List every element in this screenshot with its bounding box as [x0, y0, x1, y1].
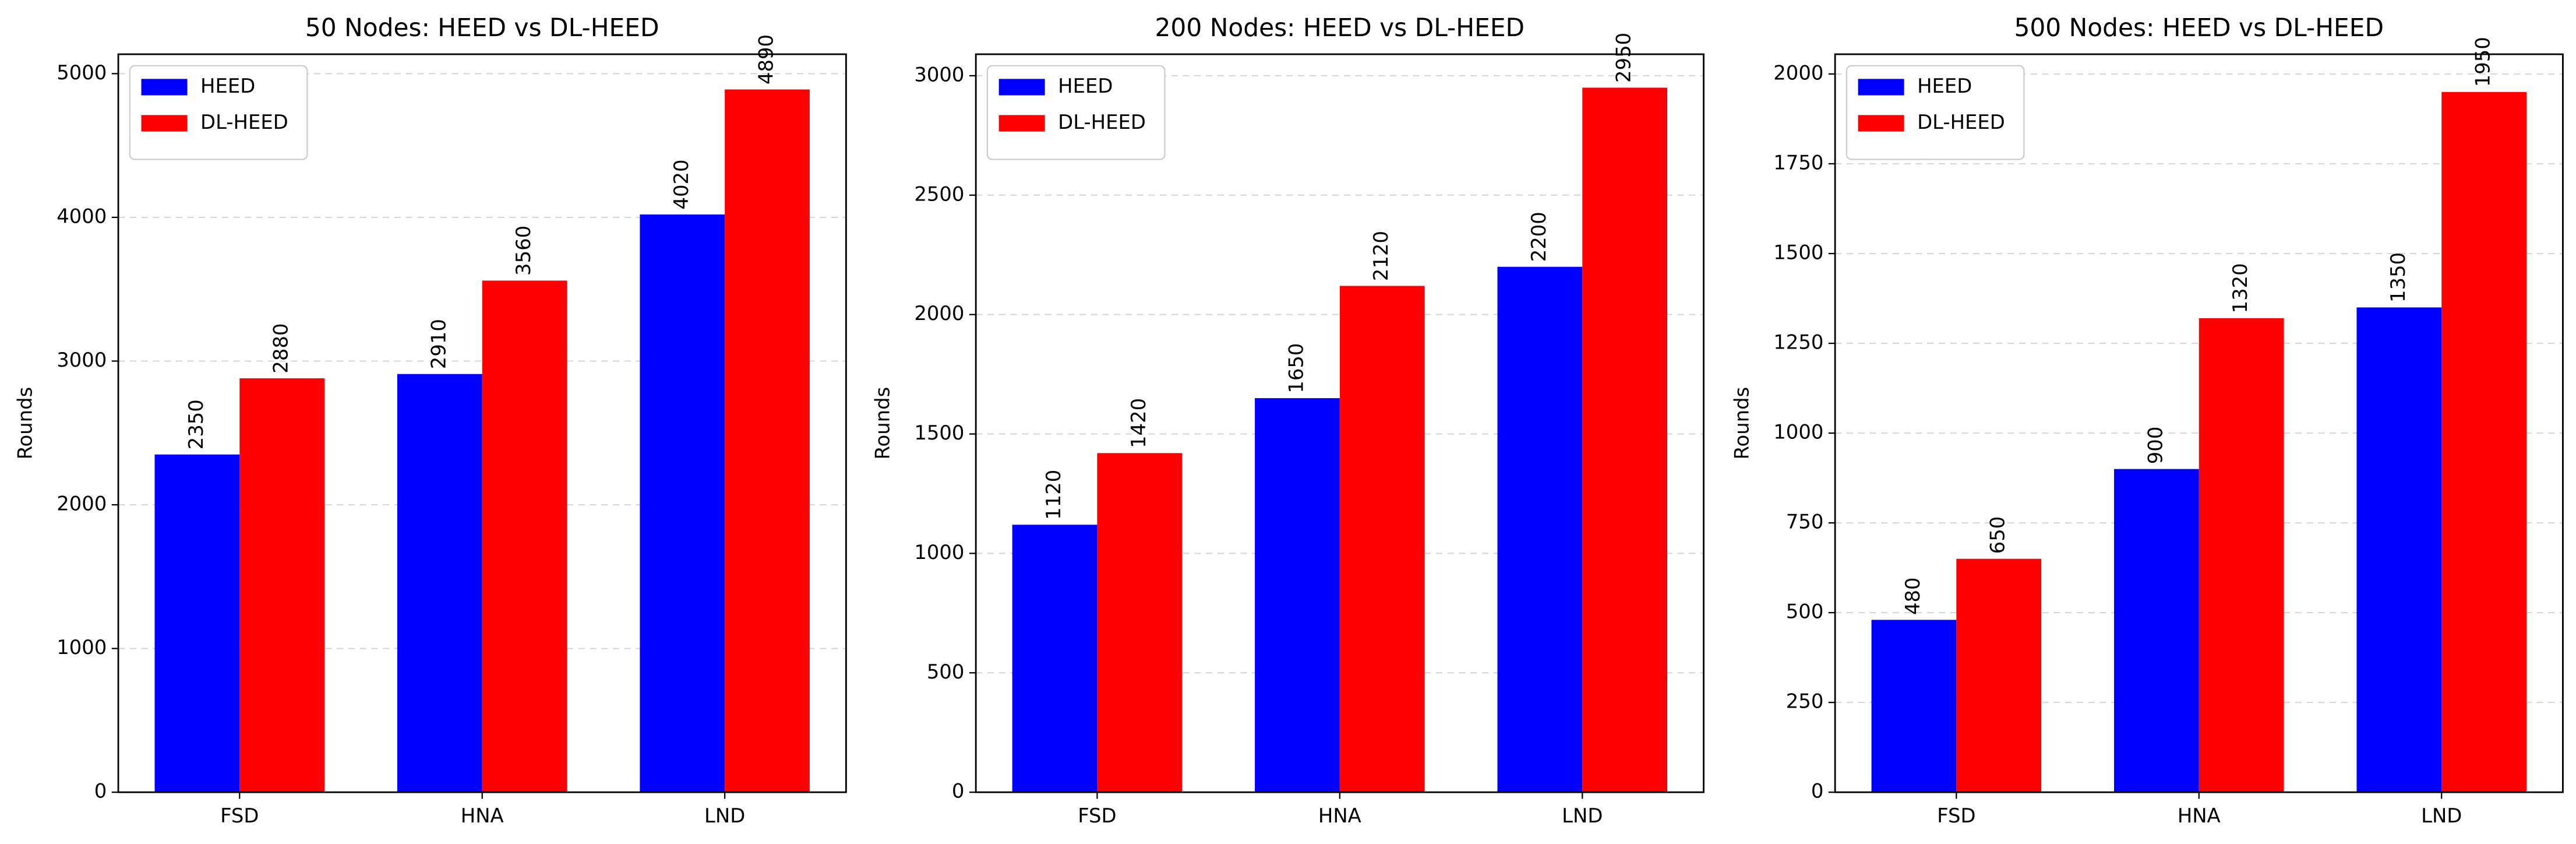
y-tick-label: 1500 [1773, 241, 1823, 264]
y-tick-label: 750 [1786, 511, 1824, 533]
legend-swatch [141, 79, 188, 96]
bar [1339, 286, 1425, 793]
value-label: 1350 [2387, 252, 2409, 303]
x-tick-label: LND [2421, 804, 2462, 827]
y-tick-label: 1000 [57, 636, 107, 659]
y-tick-label: 2000 [57, 493, 107, 515]
chart-title: 500 Nodes: HEED vs DL-HEED [2014, 13, 2384, 42]
y-tick-label: 0 [1811, 780, 1824, 803]
value-label: 480 [1901, 577, 1924, 615]
y-tick-label: 3000 [57, 349, 107, 371]
legend-swatch [998, 115, 1045, 132]
x-tick-label: LND [704, 804, 745, 827]
y-tick-label: 1500 [914, 421, 964, 444]
legend-swatch [1858, 79, 1904, 96]
value-label: 1650 [1285, 343, 1307, 393]
value-label: 900 [2144, 427, 2166, 465]
x-tick-label: FSD [1937, 804, 1975, 827]
legend-swatch [141, 115, 188, 132]
value-label: 4890 [755, 34, 778, 85]
y-tick-label: 0 [952, 780, 965, 803]
y-tick-label: 2000 [1773, 61, 1823, 84]
bar [725, 89, 810, 793]
x-tick-label: HNA [461, 804, 504, 827]
bar [154, 454, 240, 793]
x-tick-label: HNA [2178, 804, 2221, 827]
legend-label: DL-HEED [1058, 111, 1146, 133]
chart-title: 200 Nodes: HEED vs DL-HEED [1155, 13, 1525, 42]
plot-frame [1834, 53, 2564, 793]
value-label: 1420 [1127, 398, 1150, 448]
bar [1497, 266, 1583, 793]
x-tick-label: LND [1562, 804, 1603, 827]
legend-label: DL-HEED [200, 111, 288, 133]
legend-swatch [1858, 115, 1904, 132]
y-tick-label: 1250 [1773, 331, 1823, 354]
value-label: 2120 [1370, 231, 1392, 281]
bar [2441, 92, 2526, 793]
value-label: 2200 [1527, 212, 1550, 262]
y-tick-label: 3000 [914, 63, 964, 86]
bar [397, 374, 482, 793]
x-tick-label: HNA [1318, 804, 1361, 827]
y-tick-label: 2000 [914, 302, 964, 325]
y-tick-label: 0 [94, 780, 107, 803]
value-label: 650 [1986, 516, 2009, 554]
value-label: 2350 [185, 399, 207, 449]
value-label: 2880 [270, 323, 292, 374]
y-tick-label: 1750 [1773, 151, 1823, 174]
value-label: 3560 [512, 226, 535, 276]
x-tick-label: FSD [1078, 804, 1116, 827]
bar [2199, 318, 2284, 793]
bar [1956, 558, 2042, 793]
x-tick-label: FSD [220, 804, 259, 827]
legend-label: HEED [1917, 75, 1972, 97]
bar [1012, 525, 1098, 793]
y-axis-label: Rounds [14, 387, 37, 460]
y-tick-label: 500 [1786, 600, 1824, 623]
y-axis-label: Rounds [871, 387, 894, 460]
bar [640, 214, 725, 793]
bar [2356, 307, 2442, 793]
y-tick-label: 2500 [914, 182, 964, 205]
bar [1255, 398, 1340, 793]
y-tick-label: 250 [1786, 690, 1824, 713]
value-label: 4020 [670, 159, 693, 209]
bar [1582, 87, 1668, 793]
plot-frame [117, 53, 847, 793]
plot-frame [975, 53, 1705, 793]
y-tick-label: 1000 [914, 541, 964, 564]
value-label: 2950 [1612, 33, 1635, 83]
legend-swatch [998, 79, 1045, 96]
value-label: 1320 [2229, 263, 2252, 313]
value-label: 2910 [427, 319, 450, 369]
legend-label: HEED [1058, 75, 1113, 97]
y-tick-label: 5000 [57, 61, 107, 84]
bar [2114, 469, 2199, 793]
y-tick-label: 1000 [1773, 421, 1823, 444]
legend-label: HEED [200, 75, 255, 97]
bar [239, 378, 325, 793]
legend-label: DL-HEED [1917, 111, 2005, 133]
value-label: 1120 [1042, 470, 1065, 520]
y-tick-label: 4000 [57, 205, 107, 227]
value-label: 1950 [2472, 37, 2494, 87]
chart-title: 50 Nodes: HEED vs DL-HEED [305, 13, 659, 42]
y-axis-label: Rounds [1731, 387, 1753, 460]
bar [1871, 620, 1957, 793]
bar [482, 280, 567, 793]
bar [1097, 453, 1183, 793]
y-tick-label: 500 [927, 660, 965, 683]
